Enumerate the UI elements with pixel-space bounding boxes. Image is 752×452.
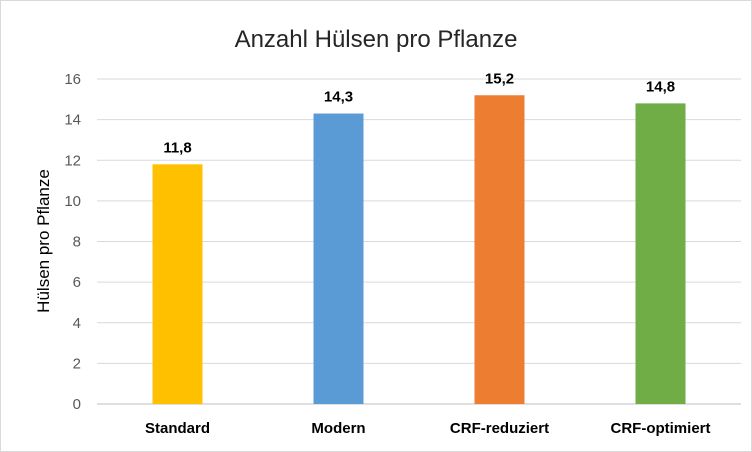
bar-modern [313,113,364,404]
chart-title: Anzahl Hülsen pro Pflanze [235,26,518,53]
y-tick-label: 2 [73,355,81,372]
x-tick-label: Standard [145,420,210,437]
x-tick-label: Modern [311,420,365,437]
x-tick-label: CRF-reduziert [450,420,549,437]
y-axis-ticks: 0 2 4 6 8 10 12 14 16 [64,71,81,413]
x-tick-label: CRF-optimiert [611,420,711,437]
data-label: 11,8 [163,139,191,156]
y-tick-label: 6 [73,274,81,291]
y-tick-label: 16 [64,71,81,88]
bar-standard [152,164,203,404]
bars [152,95,686,404]
x-axis-ticks: Standard Modern CRF-reduziert CRF-optimiert [145,420,711,437]
bar-crf-reduziert [474,95,525,404]
y-tick-label: 4 [73,315,81,332]
data-labels: 11,8 14,3 15,2 14,8 [163,70,675,156]
gridlines [97,78,741,405]
data-label: 14,3 [324,89,353,106]
y-tick-label: 0 [73,396,81,413]
data-label: 15,2 [485,70,514,87]
bar-crf-optimiert [635,103,686,404]
y-tick-label: 8 [73,234,81,251]
y-axis-label: Hülsen pro Pflanze [34,169,53,313]
y-tick-label: 14 [64,112,81,129]
data-label: 14,8 [646,78,675,95]
y-tick-label: 10 [64,193,81,210]
y-tick-label: 12 [64,152,81,169]
